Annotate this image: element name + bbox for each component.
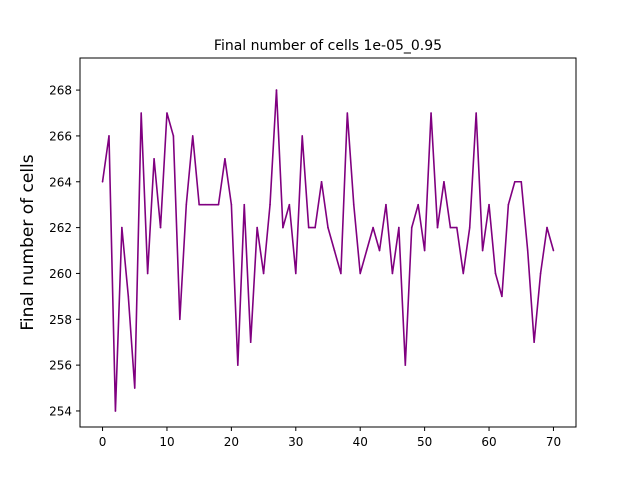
data-point [133, 387, 136, 389]
data-point [114, 410, 117, 412]
x-tick-label: 30 [288, 435, 303, 449]
y-tick-label: 258 [49, 313, 72, 327]
y-tick-label: 256 [49, 359, 72, 373]
data-point [385, 203, 387, 206]
y-axis-ticks: 254 256 258 260 262 264 266 268 [49, 84, 80, 418]
data-point [275, 89, 278, 91]
data-point [249, 341, 252, 343]
data-point [456, 226, 458, 229]
data-point [288, 203, 291, 206]
data-point [359, 272, 362, 275]
data-point [159, 226, 162, 229]
data-point [423, 249, 426, 252]
x-tick-label: 0 [99, 435, 107, 449]
data-point [507, 203, 510, 206]
x-tick-label: 20 [224, 435, 239, 449]
data-point [198, 203, 200, 206]
data-point [333, 249, 336, 252]
data-point [488, 203, 490, 206]
data-point [449, 226, 452, 229]
data-point [224, 158, 226, 160]
plot-area [101, 89, 555, 412]
data-point [262, 272, 265, 275]
data-point [365, 249, 368, 252]
data-point [243, 203, 246, 206]
axes-frame [79, 57, 577, 428]
data-point [352, 203, 355, 206]
data-point [320, 180, 323, 183]
x-tick-label: 50 [417, 435, 432, 449]
data-point [282, 226, 284, 229]
data-point [179, 318, 181, 321]
data-point [552, 249, 555, 252]
data-point [217, 203, 220, 206]
data-point [237, 364, 239, 366]
data-point [481, 249, 484, 252]
x-tick-label: 10 [159, 435, 174, 449]
data-point [372, 226, 374, 229]
y-axis-label: Final number of cells [18, 154, 38, 330]
y-tick-label: 264 [49, 175, 72, 189]
data-point [410, 226, 413, 229]
data-point [327, 226, 329, 229]
data-point [533, 341, 535, 343]
data-point [185, 203, 188, 206]
data-point [494, 272, 497, 275]
data-point [398, 226, 400, 229]
data-point [462, 272, 465, 275]
data-point [101, 180, 104, 183]
data-point [468, 226, 471, 229]
data-point [436, 226, 439, 229]
data-point [378, 249, 381, 252]
data-point [520, 180, 523, 183]
data-point [391, 272, 394, 275]
data-point [546, 226, 548, 229]
data-point [314, 226, 316, 229]
data-point [230, 203, 233, 206]
y-tick-label: 266 [49, 129, 72, 143]
x-tick-label: 70 [546, 435, 561, 449]
data-point [211, 203, 213, 206]
data-point [140, 112, 142, 114]
data-point [191, 135, 194, 137]
data-point [501, 295, 503, 298]
data-point [294, 272, 297, 275]
x-tick-label: 40 [353, 435, 368, 449]
data-point [307, 226, 310, 229]
chart-title: Final number of cells 1e-05_0.95 [214, 38, 442, 54]
data-point [346, 112, 349, 114]
data-point [443, 180, 445, 183]
y-tick-label: 254 [49, 404, 72, 418]
data-point [166, 112, 168, 114]
data-point [172, 135, 175, 137]
y-tick-label: 262 [49, 221, 72, 235]
y-tick-label: 260 [49, 267, 72, 281]
data-point [417, 203, 419, 206]
data-point [127, 295, 130, 298]
data-point [539, 272, 542, 275]
data-point [404, 364, 407, 366]
data-point [121, 226, 123, 229]
data-point [526, 249, 529, 252]
data-point [514, 180, 516, 183]
data-point [108, 135, 110, 137]
data-point [430, 112, 432, 114]
y-tick-label: 268 [49, 84, 72, 98]
data-point [475, 112, 477, 114]
data-point [256, 226, 258, 229]
data-point [340, 272, 342, 275]
data-point [146, 272, 149, 275]
x-tick-label: 60 [481, 435, 496, 449]
data-point [301, 135, 304, 137]
x-axis-ticks: 0 10 20 30 40 50 60 70 [99, 427, 561, 449]
data-point [153, 158, 155, 160]
data-point [269, 203, 271, 206]
data-point [204, 203, 207, 206]
